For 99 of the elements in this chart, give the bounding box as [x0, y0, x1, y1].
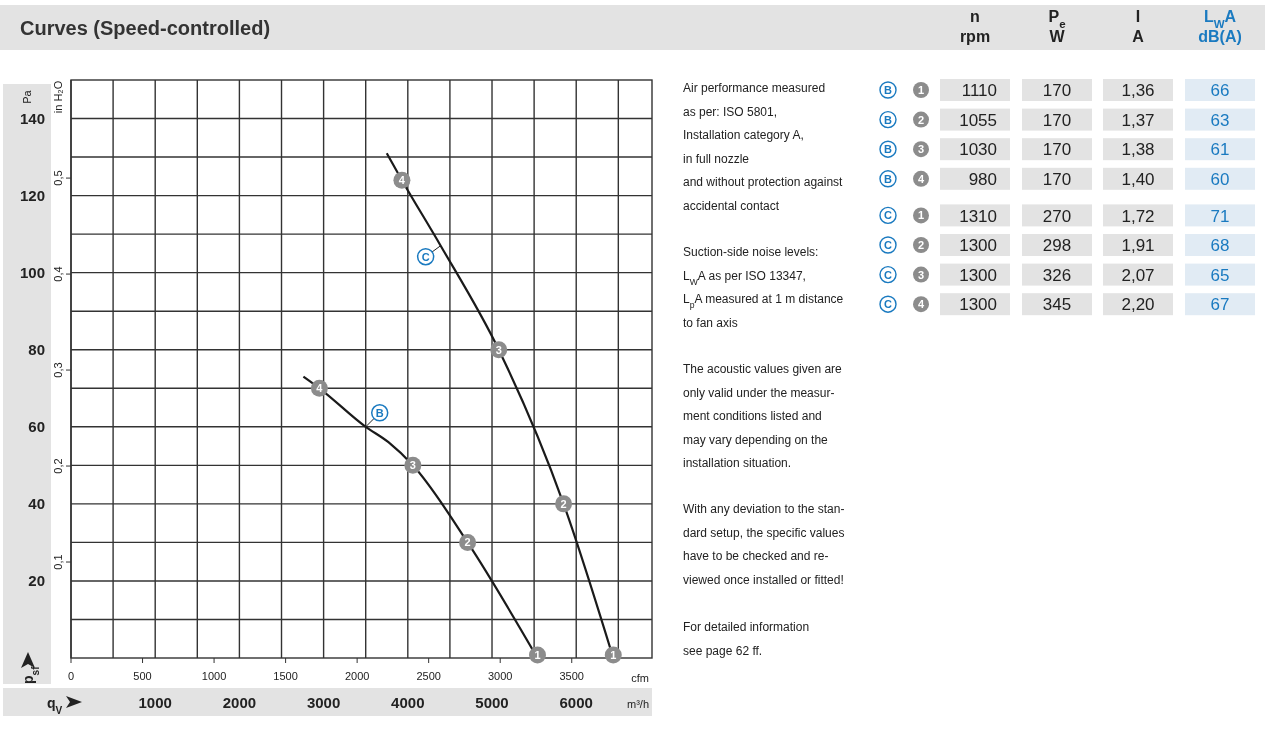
y2-tick-label: 0,2: [52, 458, 64, 474]
text: I A: [1132, 8, 1145, 45]
text: 980: [968, 169, 997, 189]
series-label: C: [421, 250, 430, 263]
text: 170: [1042, 110, 1072, 130]
text: 2,20: [1121, 295, 1155, 315]
x2-tick-label: 500: [133, 670, 152, 682]
x-tick-label: 5000: [475, 694, 509, 711]
text: 66: [1210, 81, 1230, 101]
text: 1300: [959, 265, 997, 285]
text: B: [884, 113, 893, 126]
text: 63: [1210, 110, 1230, 130]
y-tick-label: 20: [28, 572, 45, 590]
legend-label: B: [375, 406, 384, 419]
text: 1,36: [1121, 81, 1155, 101]
text: 1,91: [1121, 236, 1155, 256]
annotation: 4: [398, 174, 406, 187]
y2-axis-title: in H₂O: [52, 80, 64, 114]
text: 1,38: [1121, 140, 1155, 160]
text: C: [884, 238, 893, 251]
text: 3: [917, 268, 925, 281]
text: 2: [917, 113, 925, 126]
y-tick-label: 60: [28, 418, 45, 436]
x-axis-title: m³/h: [627, 698, 649, 710]
text: 71: [1210, 206, 1230, 226]
y-tick-label: 100: [19, 263, 45, 281]
text: B: [884, 172, 893, 185]
x-tick-label: 3000: [306, 694, 341, 711]
text: P$_{e}$ W: [1048, 8, 1067, 45]
text: 1030: [959, 140, 997, 160]
x-tick-label: 4000: [391, 694, 425, 711]
text: 61: [1210, 140, 1230, 160]
text: 65: [1210, 265, 1230, 285]
text: 1055: [959, 110, 997, 130]
text: 1110: [961, 81, 997, 101]
text: 68: [1210, 236, 1230, 256]
text: 1: [917, 83, 925, 96]
x2-tick-label: 1500: [273, 670, 298, 682]
text: C: [884, 268, 893, 281]
text: 345: [1042, 295, 1072, 315]
text: L$_{W}$A dB(A): [1198, 8, 1242, 45]
text: 1,40: [1121, 169, 1155, 189]
text: The acoustic values given are only valid under the measur- ment conditions listed and may vary depending on the installation situation.: [683, 362, 843, 470]
text: For detailed information see page 62 ff.: [683, 620, 810, 658]
text: B: [884, 83, 893, 96]
text: 298: [1042, 236, 1072, 256]
text: 3: [917, 143, 925, 156]
text: With any deviation to the stan- dard setup, the specific values have to be checked and re- viewed once installed or fitted!: [683, 502, 845, 587]
text: 2: [917, 238, 925, 251]
text: 1,37: [1121, 110, 1155, 130]
text: B: [884, 143, 893, 156]
text: q$_{V}$: [47, 695, 63, 716]
annotation: 3: [495, 343, 502, 356]
text: Air performance measured as per: ISO 5801, Installation category A, in full nozzle and without protection against accidental contact: [683, 81, 844, 213]
x-tick-label: 2000: [222, 694, 257, 711]
annotation: 1: [610, 648, 617, 661]
y-tick-label: 120: [19, 186, 45, 204]
text: 326: [1042, 265, 1072, 285]
y2-tick-label: 0,1: [52, 554, 64, 570]
y-tick-label: 40: [28, 495, 45, 513]
annotation: 3: [409, 459, 416, 472]
annotation: 1: [534, 648, 541, 661]
x2-tick-label: 0: [67, 670, 75, 682]
text: 170: [1042, 169, 1072, 189]
y2-tick-label: 0,5: [52, 170, 64, 186]
text: 4: [917, 298, 925, 311]
text: 1310: [959, 206, 997, 226]
annotation: 2: [560, 497, 567, 510]
text: 270: [1042, 206, 1072, 226]
text: 170: [1042, 140, 1072, 160]
y2-tick-label: 0,3: [52, 362, 64, 378]
y2-tick-label: 0,4: [52, 266, 64, 282]
x2-tick-label: 2500: [416, 670, 441, 682]
chart-title: Curves (Speed-controlled): [20, 17, 271, 39]
text: 4: [917, 172, 925, 185]
x2-tick-label: 1000: [201, 670, 227, 682]
text: 1300: [959, 236, 997, 256]
text: 1,72: [1121, 206, 1155, 226]
text: 60: [1210, 169, 1230, 189]
text: n rpm: [959, 8, 991, 45]
text: 170: [1042, 81, 1072, 101]
x-tick-label: 6000: [559, 694, 593, 711]
text: Suction-side noise levels: L$_{W}$A as per ISO 13347, L$_{p}$A measured at 1 m distance to fan axis: [683, 245, 844, 330]
x2-tick-label: 2000: [344, 670, 370, 682]
text: 67: [1210, 295, 1230, 315]
text: 2,07: [1121, 265, 1155, 285]
text: C: [884, 298, 893, 311]
x-tick-label: 1000: [138, 694, 172, 711]
x2-tick-label: 3000: [487, 670, 513, 682]
text: C: [884, 209, 893, 222]
x2-tick-label: 3500: [559, 670, 584, 682]
annotation: 2: [464, 536, 471, 549]
x2-axis-title: cfm: [631, 672, 649, 684]
annotation: 4: [316, 382, 324, 395]
y-axis-title: Pa: [21, 89, 33, 104]
y-tick-label: 140: [19, 109, 45, 127]
text: 1: [917, 209, 925, 222]
text: 1300: [959, 295, 997, 315]
y-tick-label: 80: [28, 340, 45, 358]
